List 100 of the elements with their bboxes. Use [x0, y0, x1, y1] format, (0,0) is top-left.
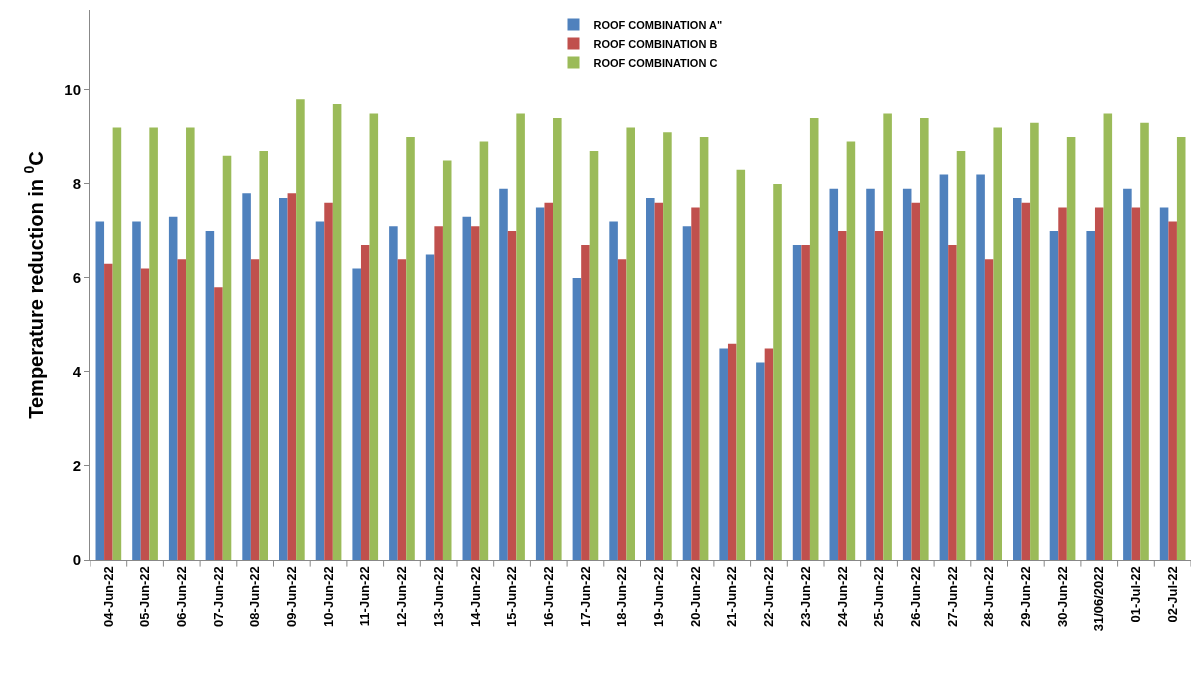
- x-tick-label: 15-Jun-22: [504, 566, 520, 627]
- bar: [736, 169, 746, 560]
- bar: [140, 268, 150, 560]
- bar: [479, 141, 489, 560]
- bar: [287, 193, 297, 560]
- x-tick-label: 10-Jun-22: [320, 566, 336, 627]
- x-tick-label: 07-Jun-22: [210, 566, 226, 627]
- bar: [956, 151, 966, 560]
- bar: [1049, 230, 1059, 560]
- bar: [1066, 136, 1076, 560]
- bar: [442, 160, 452, 560]
- bar: [462, 216, 472, 560]
- bar: [993, 127, 1002, 560]
- bar: [1176, 136, 1186, 560]
- x-tick-label: 08-Jun-22: [247, 566, 263, 627]
- x-tick-label: 27-Jun-22: [944, 566, 960, 627]
- bar: [719, 348, 728, 560]
- x-tick-label: 11-Jun-22: [357, 566, 373, 627]
- y-tick-label: 0: [72, 551, 81, 569]
- bar: [112, 127, 122, 560]
- x-tick-label: 24-Jun-22: [834, 566, 850, 627]
- bar: [315, 221, 325, 560]
- bar: [691, 207, 700, 560]
- bar: [279, 198, 288, 560]
- bar: [242, 193, 251, 560]
- x-tick-label: 31/06/2022: [1091, 566, 1107, 632]
- x-tick-label: 21-Jun-22: [724, 566, 740, 627]
- bar: [792, 245, 802, 560]
- legend-label: ROOF COMBINATION C: [593, 56, 718, 69]
- bar: [939, 174, 949, 560]
- x-tick-label: 04-Jun-22: [100, 566, 116, 627]
- bar: [324, 202, 333, 560]
- bar: [132, 221, 141, 560]
- bar: [699, 136, 709, 560]
- legend-label: ROOF COMBINATION A": [593, 18, 723, 31]
- bar: [1103, 113, 1113, 560]
- x-tick-label: 09-Jun-22: [284, 566, 300, 627]
- x-tick-label: 12-Jun-22: [394, 566, 410, 627]
- bar: [829, 188, 839, 560]
- x-tick-label: 20-Jun-22: [687, 566, 703, 627]
- bar: [434, 226, 443, 560]
- x-tick-label: 13-Jun-22: [430, 566, 446, 627]
- bar: [222, 155, 232, 560]
- x-tick-label: 28-Jun-22: [981, 566, 997, 627]
- y-tick-label: 10: [64, 81, 81, 99]
- bar: [352, 268, 361, 560]
- x-tick-label: 01-Jul-22: [1128, 566, 1144, 623]
- bar: [773, 183, 782, 560]
- x-tick-label: 02-Jul-22: [1164, 566, 1180, 623]
- bar: [1013, 198, 1022, 560]
- bar: [1123, 188, 1132, 560]
- x-tick-label: 16-Jun-22: [540, 566, 556, 627]
- bar: [535, 207, 545, 560]
- legend-label: ROOF COMBINATION B: [593, 37, 718, 50]
- bar: [516, 113, 525, 560]
- bar: [1021, 202, 1031, 560]
- bar: [1131, 207, 1141, 560]
- bar: [874, 230, 884, 560]
- x-tick-label: 14-Jun-22: [467, 566, 483, 627]
- bar: [902, 188, 912, 560]
- bar: [984, 259, 994, 560]
- bar: [1086, 230, 1095, 560]
- x-tick-label: 18-Jun-22: [614, 566, 630, 627]
- bar: [205, 230, 215, 560]
- bar: [756, 362, 765, 560]
- bar: [425, 254, 435, 560]
- bar: [1030, 122, 1039, 560]
- bar: [553, 118, 562, 560]
- bar: [1168, 221, 1177, 560]
- bar: [186, 127, 195, 560]
- y-tick-label: 6: [72, 269, 81, 287]
- bar: [389, 226, 398, 560]
- bar: [332, 104, 342, 560]
- x-tick-label: 23-Jun-22: [797, 566, 813, 627]
- x-tick-label: 17-Jun-22: [577, 566, 593, 627]
- bar: [214, 287, 223, 560]
- bar: [920, 118, 929, 560]
- bar: [581, 245, 590, 560]
- y-tick-label: 8: [72, 175, 81, 193]
- x-tick-label: 30-Jun-22: [1054, 566, 1070, 627]
- bar: [507, 230, 517, 560]
- bar: [149, 127, 158, 560]
- bar: [646, 198, 655, 560]
- x-tick-label: 06-Jun-22: [173, 566, 189, 627]
- x-tick-label: 25-Jun-22: [871, 566, 887, 627]
- bar: [104, 263, 113, 560]
- bar: [259, 151, 268, 560]
- bar: [1058, 207, 1067, 560]
- bar: [617, 259, 627, 560]
- bar: [360, 245, 370, 560]
- bar: [948, 245, 957, 560]
- bar: [801, 245, 810, 560]
- bar: [838, 230, 847, 560]
- bar: [471, 226, 480, 560]
- bar: [168, 216, 178, 560]
- x-tick-label: 26-Jun-22: [907, 566, 923, 627]
- bar: [609, 221, 618, 560]
- x-tick-label: 29-Jun-22: [1018, 566, 1034, 627]
- y-tick-label: 2: [72, 457, 81, 475]
- bar: [764, 348, 774, 560]
